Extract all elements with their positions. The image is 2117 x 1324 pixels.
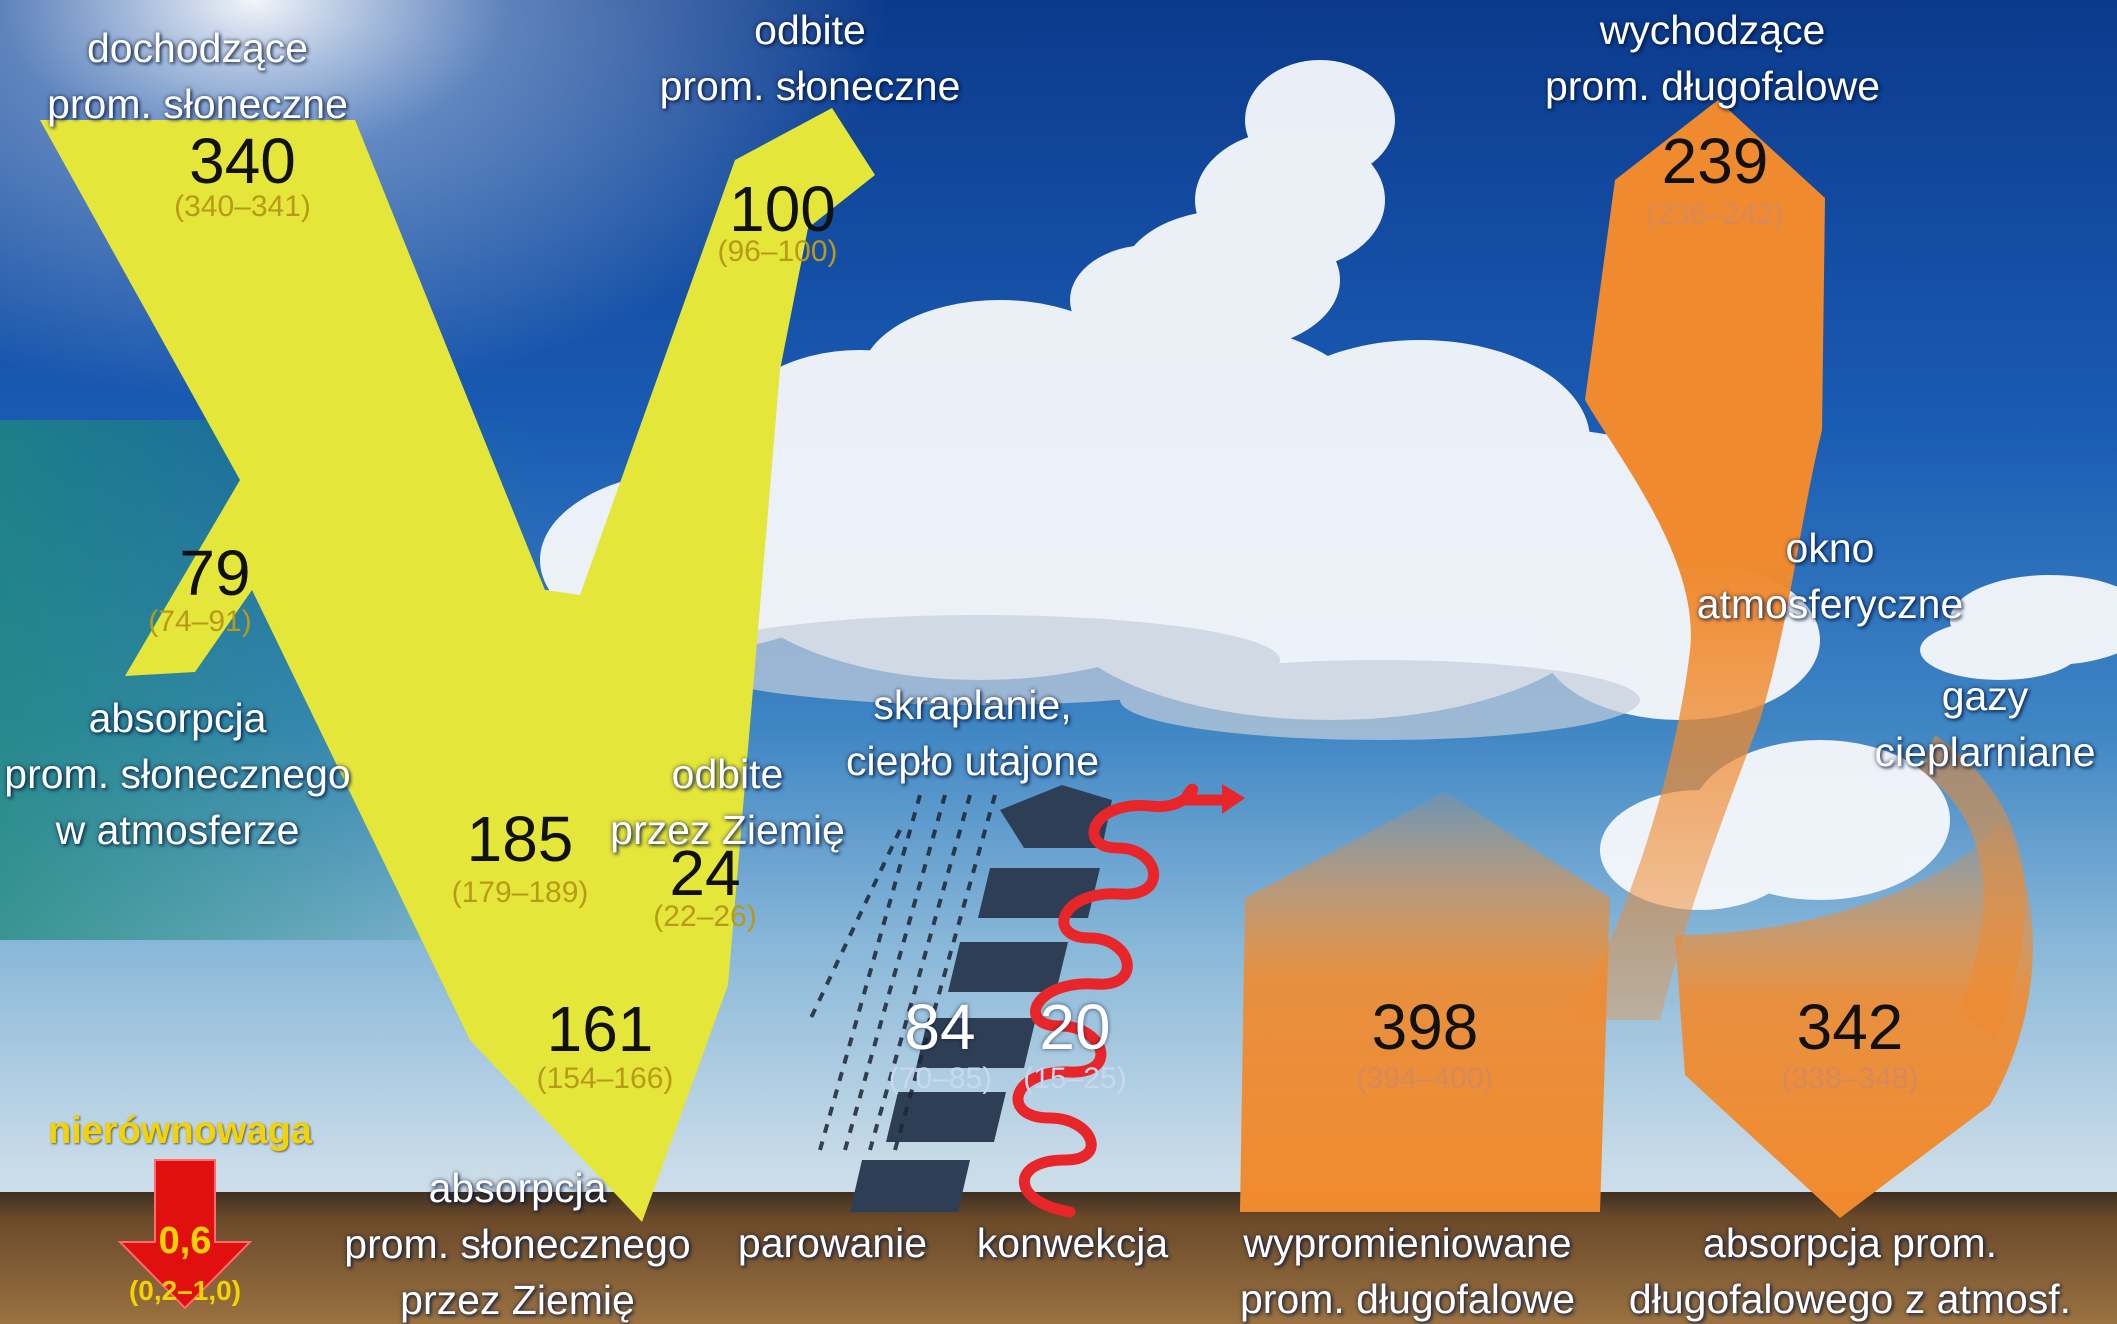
outgoing-longwave-range: (236–242)	[1646, 198, 1784, 231]
reflected-solar-value: 100	[729, 173, 836, 245]
latent-heat-range: (70–85)	[888, 1062, 993, 1095]
absorbed-surface-label: absorpcja prom. słonecznego przez Ziemię	[344, 1165, 691, 1323]
back-radiation-band	[1675, 820, 2033, 1218]
convection-arrowhead	[1222, 784, 1245, 814]
convection-arrow	[1012, 783, 1231, 1218]
condensation-dashes	[808, 794, 997, 1151]
outgoing-longwave-band	[1570, 100, 1825, 1020]
reflected-surface-range: (22–26)	[653, 900, 757, 933]
surface-emission-band	[1240, 792, 1610, 1212]
back-radiation-range: (338–348)	[1781, 1062, 1919, 1095]
condensation-label: skraplanie, ciepło utajone	[845, 682, 1100, 784]
imbalance-arrow	[117, 1159, 253, 1310]
absorbed-atmosphere-range: (74–91)	[148, 605, 252, 638]
outgoing-longwave-value: 239	[1661, 125, 1769, 197]
outgoing-longwave-label: wychodzące prom. długofalowe	[1544, 7, 1881, 109]
atmospheric-window-label: okno atmosferyczne	[1696, 525, 1964, 627]
absorbed-atmosphere-label: absorpcja prom. słonecznego w atmosferze	[4, 695, 351, 853]
absorbed-surface-in-value: 185	[466, 803, 574, 875]
imbalance-value: 0,6	[158, 1220, 212, 1262]
reflected-solar-range: (96–100)	[717, 235, 838, 268]
reflected-surface-label: odbite przez Ziemię	[610, 751, 845, 853]
incoming-solar-label: dochodzące prom. słoneczne	[47, 25, 348, 127]
surface-emission-range: (394–400)	[1356, 1062, 1494, 1095]
imbalance-label: nierównowaga	[48, 1110, 312, 1152]
surface-emission-value: 398	[1371, 991, 1479, 1063]
solar-flow-band	[40, 108, 875, 1222]
incoming-solar-range: (340–341)	[174, 190, 311, 223]
absorbed-surface-in-range: (179–189)	[451, 876, 589, 909]
latent-heat-value: 84	[904, 991, 976, 1063]
reflected-surface-value: 24	[669, 837, 741, 909]
incoming-solar-value: 340	[189, 125, 296, 197]
absorbed-atmosphere-value: 79	[179, 537, 251, 609]
imbalance-range: (0,2–1,0)	[128, 1275, 242, 1306]
emitted-longwave-label: wypromieniowane prom. długofalowe	[1239, 1220, 1576, 1322]
back-radiation-label: absorpcja prom. długofalowego z atmosf.	[1628, 1220, 2072, 1322]
absorbed-surface-value: 161	[546, 993, 654, 1065]
latent-heat-flow	[850, 785, 1112, 1212]
absorbed-surface-range: (154–166)	[536, 1062, 674, 1095]
convection-label: konwekcja	[976, 1220, 1169, 1266]
greenhouse-gases-label: gazy cieplarniane	[1874, 673, 2096, 775]
reflected-solar-label: odbite prom. słoneczne	[659, 7, 961, 109]
sensible-heat-range: (15–25)	[1023, 1062, 1127, 1095]
greenhouse-return-band	[1920, 735, 2026, 1040]
evaporation-label: parowanie	[737, 1220, 928, 1266]
sensible-heat-value: 20	[1039, 991, 1111, 1063]
back-radiation-value: 342	[1796, 991, 1904, 1063]
